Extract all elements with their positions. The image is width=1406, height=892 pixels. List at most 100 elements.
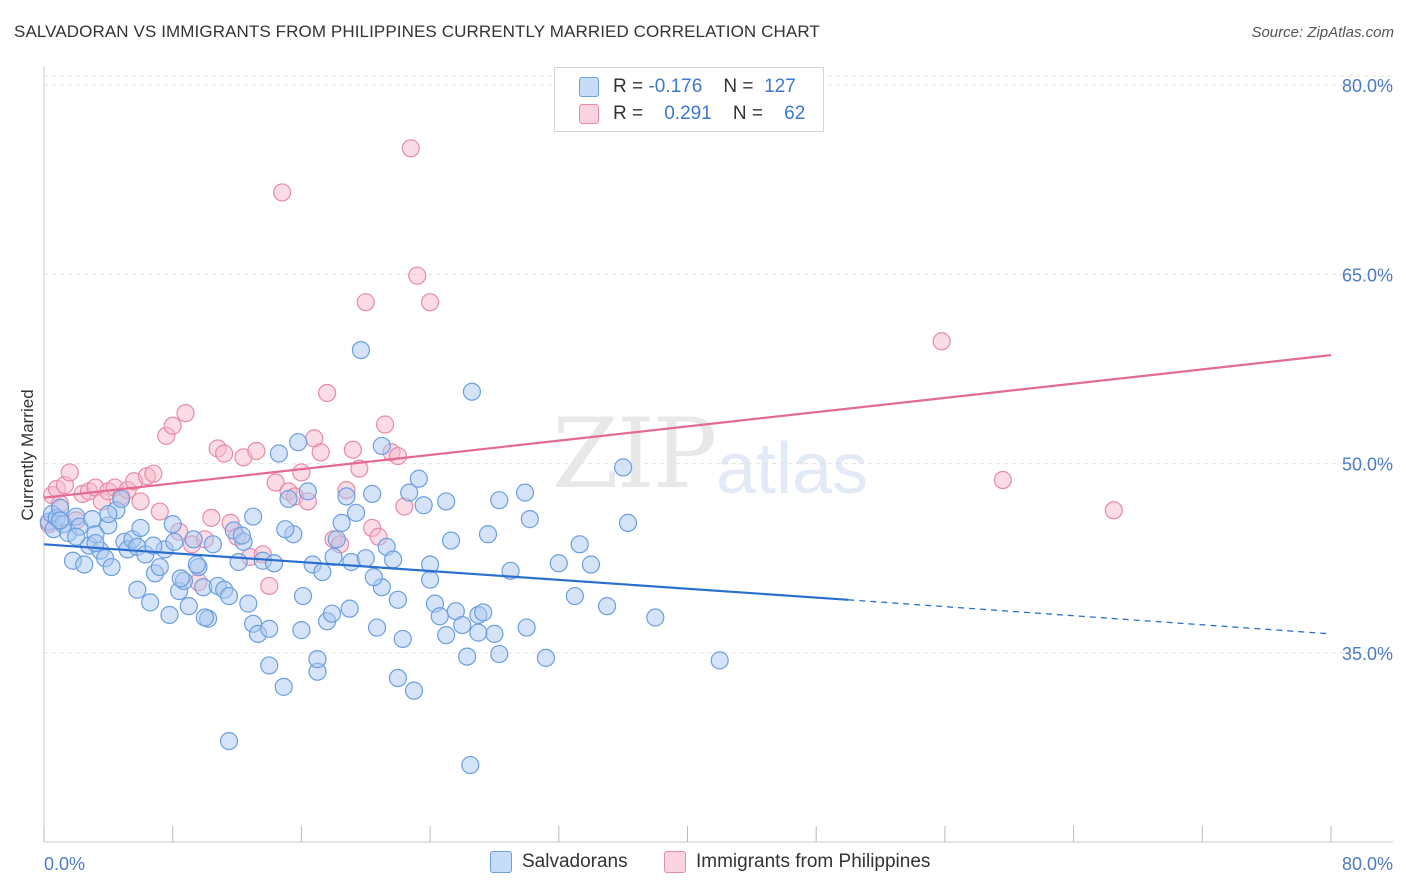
legend-r-label: R = (613, 103, 644, 124)
salvadoran-point (332, 513, 351, 532)
philippines-point (388, 446, 408, 466)
salvadoran-point (171, 569, 190, 588)
series-swatch-pink (664, 851, 686, 873)
series-label-salvadorans: Salvadorans (522, 851, 628, 872)
philippines-point (318, 383, 337, 403)
philippines-point (150, 502, 169, 521)
legend-r-label: R = (613, 76, 644, 97)
salvadoran-point (351, 340, 371, 360)
trend-layer (43, 354, 1332, 635)
philippines-point (932, 332, 951, 351)
salvadoran-point (469, 623, 488, 642)
philippines-point (163, 416, 182, 435)
salvadoran-point (517, 618, 536, 637)
philippines-point (408, 266, 427, 285)
salvadoran-point (327, 530, 346, 549)
salvadoran-point (618, 513, 638, 532)
salvadoran-point (324, 547, 343, 567)
salvadoran-point (179, 597, 198, 616)
series-legend-philippines[interactable]: Immigrants from Philippines (664, 851, 930, 873)
salvadoran-point (141, 593, 160, 612)
salvadoran-point (346, 503, 366, 522)
philippines-point (401, 139, 420, 158)
points-layer (39, 139, 1123, 775)
philippines-point (356, 293, 375, 312)
salvadoran-point (646, 608, 665, 627)
salvadoran-point (501, 561, 520, 580)
salvadoran-point (414, 496, 433, 515)
salvadoran-point (437, 492, 456, 511)
salvadoran-point (356, 549, 375, 568)
x-tick-label: 80.0% (1342, 854, 1393, 874)
salvadoran-point (308, 650, 327, 669)
philippines-point (1104, 501, 1123, 520)
salvadoran-point (581, 555, 601, 574)
salvadoran-point (102, 557, 121, 577)
salvadoran-point (131, 518, 150, 538)
legend-n-value: 62 (784, 103, 806, 124)
salvadoran-point (313, 562, 332, 582)
salvadoran-point (128, 580, 147, 599)
philippines-point (144, 464, 163, 483)
salvadoran-point (219, 731, 239, 751)
salvadoran-point (322, 604, 342, 623)
legend-r-value: -0.176 (648, 76, 703, 97)
salvadoran-point (292, 621, 311, 640)
philippines-point (131, 492, 150, 511)
salvadoran-point (421, 570, 440, 589)
philippines-trend-line (43, 354, 1332, 499)
salvadoran-point (269, 444, 288, 463)
salvadoran-point (112, 489, 131, 509)
salvadoran-point (462, 382, 482, 401)
salvadoran-point (536, 648, 556, 667)
salvadoran-point (260, 619, 279, 638)
salvadoran-point (614, 458, 633, 477)
salvadoran-point (229, 552, 248, 572)
legend-row-salvadorans: R = -0.176 N = 127 (579, 73, 796, 101)
watermark-atlas: atlas (716, 429, 869, 509)
salvadoran-point (383, 550, 403, 569)
legend-swatch-pink (579, 104, 599, 124)
salvadoran-point (453, 615, 472, 635)
salvadoran-point (388, 590, 408, 609)
salvadoran-trend-line (43, 543, 849, 601)
salvadoran-point (165, 532, 184, 551)
legend-n-value: 127 (764, 76, 796, 97)
salvadoran-point (520, 510, 539, 529)
philippines-point (202, 508, 221, 527)
salvadoran-point (67, 527, 86, 546)
salvadoran-point (340, 599, 359, 618)
philippines-point (266, 473, 285, 492)
salvadoran-point (565, 586, 584, 606)
watermark-zip: ZIP (552, 398, 717, 510)
series-legend-salvadorans[interactable]: Salvadorans (490, 851, 628, 873)
philippines-point (60, 463, 79, 482)
chart-title: SALVADORAN VS IMMIGRANTS FROM PHILIPPINE… (14, 22, 820, 41)
philippines-point (176, 404, 195, 423)
philippines-point (215, 444, 234, 463)
salvadoran-point (478, 525, 498, 544)
salvadoran-point (363, 484, 382, 503)
salvadoran-point (490, 644, 509, 664)
salvadoran-point (393, 629, 412, 649)
salvadoran-point (219, 586, 239, 606)
salvadoran-point (364, 568, 383, 587)
salvadoran-point (264, 554, 284, 573)
salvadoran-point (160, 605, 179, 625)
philippines-point (350, 459, 369, 478)
salvadoran-point (474, 603, 493, 622)
salvadoran-point (437, 626, 456, 645)
salvadoran-point (244, 507, 263, 526)
salvadoran-point (441, 531, 461, 550)
salvadoran-point (274, 677, 293, 696)
salvadoran-point (570, 535, 589, 554)
philippines-point (421, 293, 440, 312)
salvadoran-point (232, 526, 251, 545)
salvadoran-point (404, 681, 424, 700)
salvadoran-point (75, 555, 94, 574)
salvadoran-point (195, 608, 214, 627)
philippines-point (993, 470, 1012, 490)
philippines-point (311, 443, 330, 462)
salvadoran-trend-extension (848, 599, 1332, 635)
